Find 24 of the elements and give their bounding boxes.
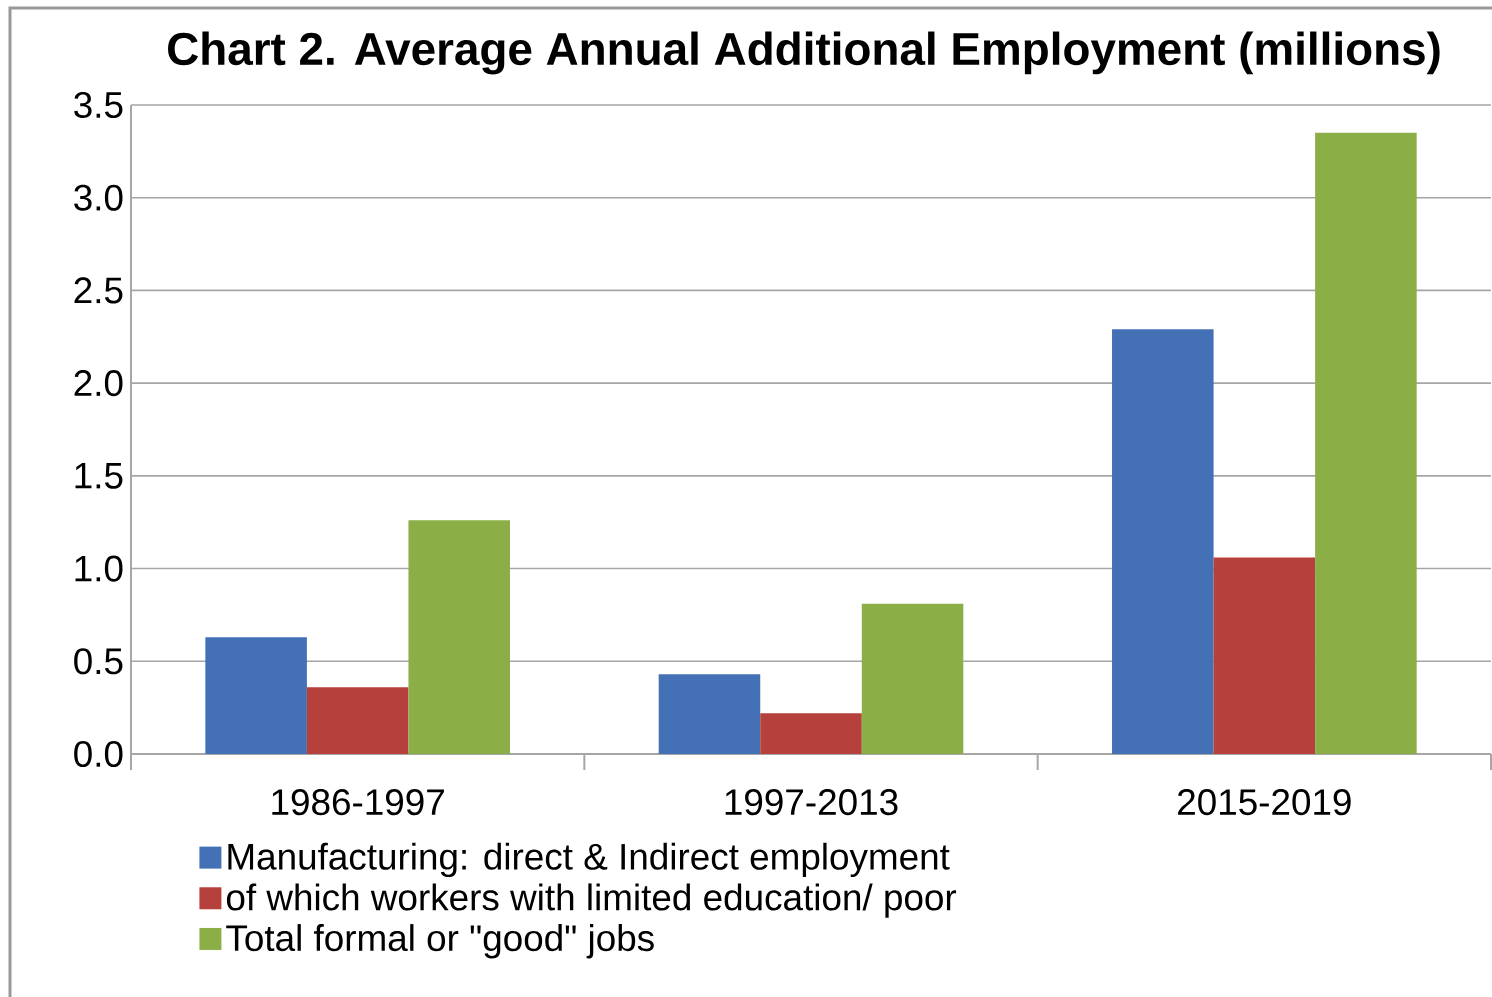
y-tick-label: 3.5 xyxy=(74,91,123,119)
bar xyxy=(760,713,862,754)
chart-title: Chart 2. Average Annual Additional Employment (millions) xyxy=(168,31,1440,75)
x-tick-label: 2015-2019 xyxy=(1178,789,1351,816)
legend-label: Manufacturing: direct & Indirect employment xyxy=(228,842,950,878)
y-tick-label: 2.0 xyxy=(74,370,123,397)
y-tick-label: 0.5 xyxy=(74,648,123,675)
bar xyxy=(658,674,761,754)
legend-label: Total formal or "good" jobs xyxy=(226,924,654,959)
bar xyxy=(861,603,964,754)
y-tick-label: 0.0 xyxy=(74,740,123,768)
y-tick-label: 1.0 xyxy=(75,555,123,582)
bar xyxy=(1315,132,1417,754)
y-tick-label: 1.5 xyxy=(75,462,123,489)
bar xyxy=(205,637,307,754)
bar xyxy=(1112,329,1214,754)
y-tick-label: 2.5 xyxy=(74,277,123,304)
x-tick-label: 1986-1997 xyxy=(272,789,444,816)
legend-label: of which workers with limited education/ poor xyxy=(226,883,957,918)
bar xyxy=(1213,557,1316,754)
bar xyxy=(306,687,409,754)
y-tick-label: 3.0 xyxy=(74,184,123,211)
bar xyxy=(408,520,510,754)
x-tick-label: 1997-2013 xyxy=(725,789,898,816)
